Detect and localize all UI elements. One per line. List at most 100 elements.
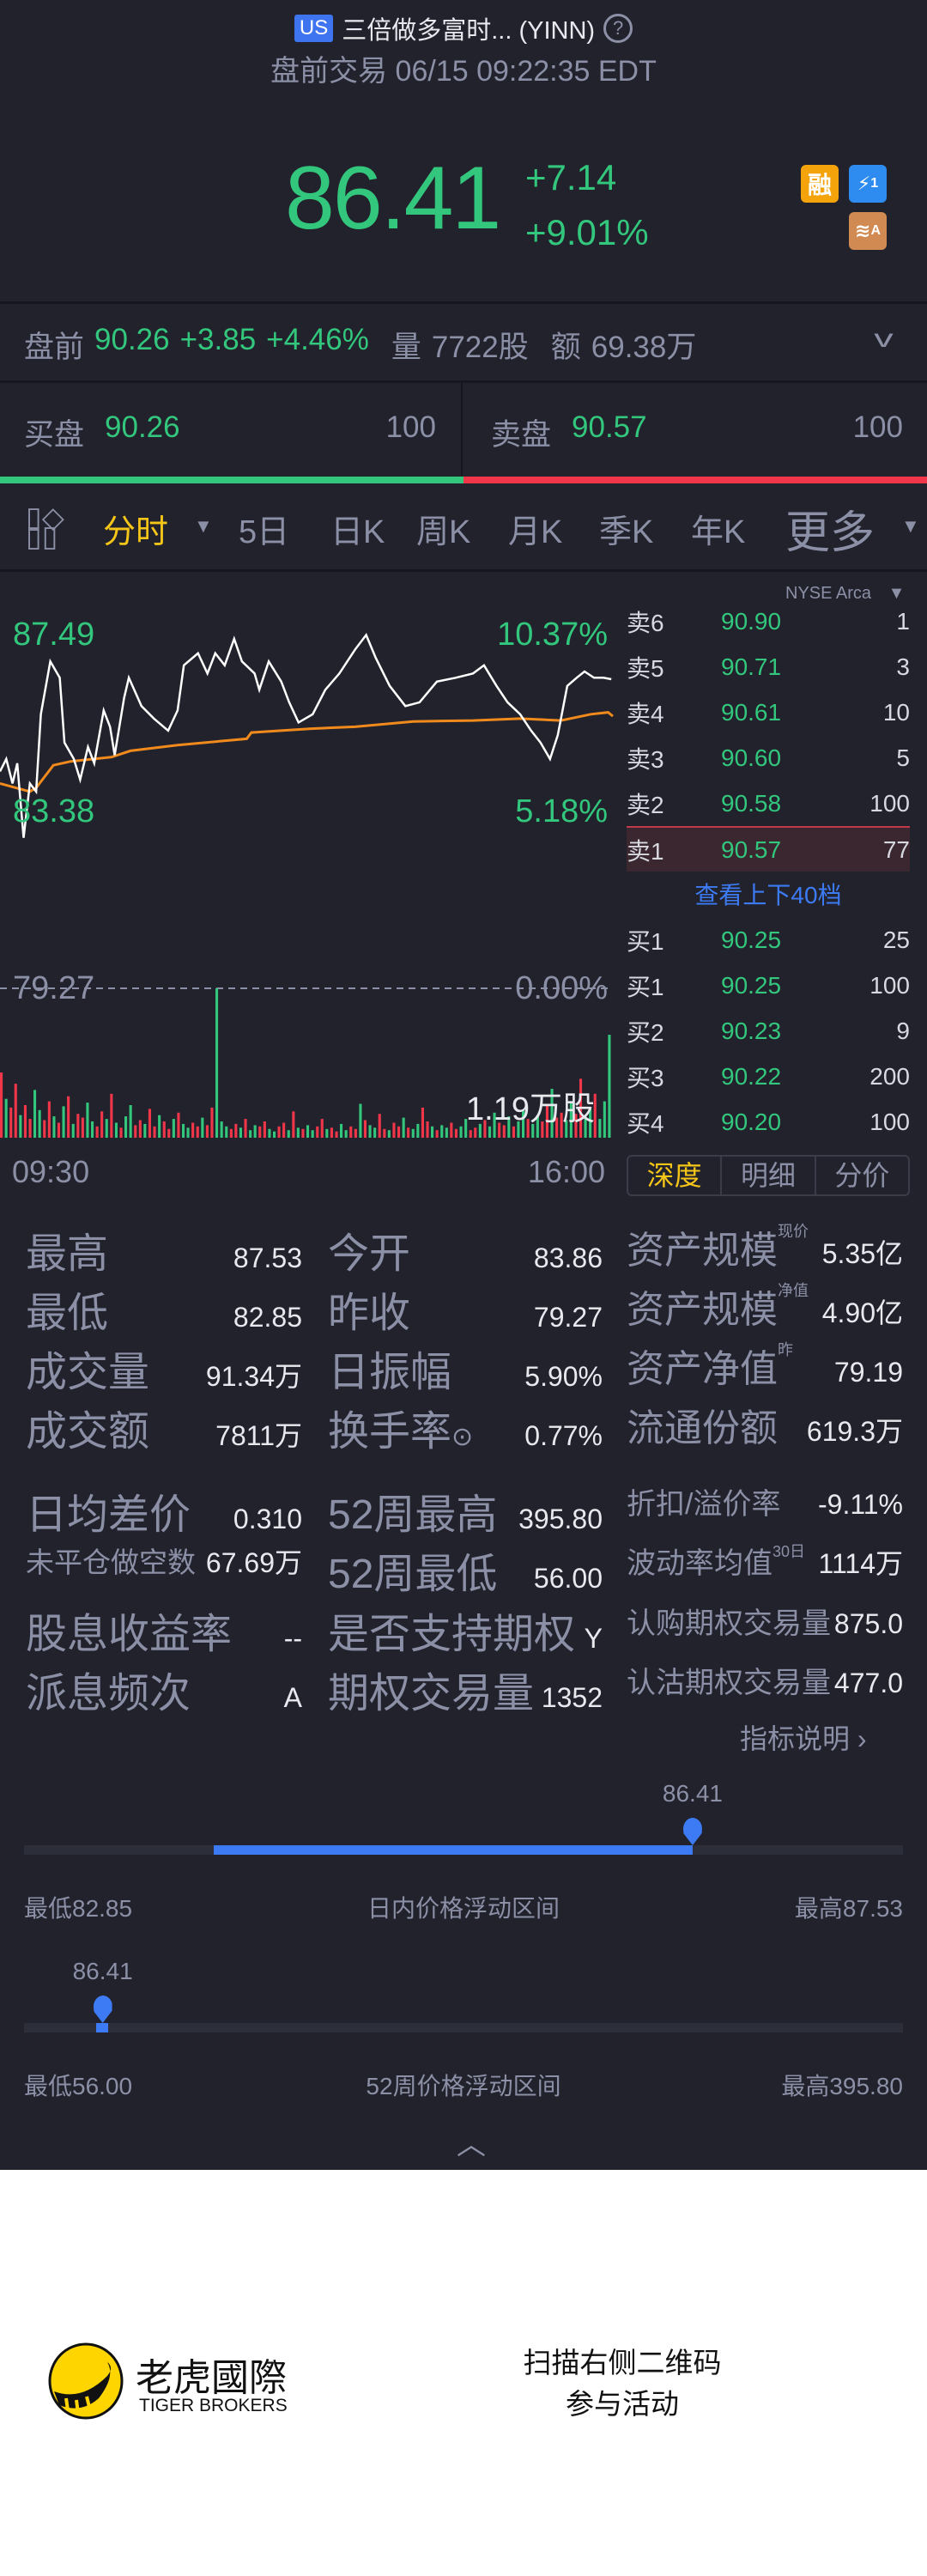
- level-size: 1: [896, 607, 910, 635]
- price-change-pct: +9.01%: [525, 212, 649, 252]
- range-current-label: 86.41: [662, 1780, 723, 1807]
- chevron-down-icon[interactable]: v: [874, 325, 894, 353]
- grid-menu-icon[interactable]: ▯◇ ▯▯: [26, 501, 64, 553]
- layers-icon[interactable]: ≋ A: [849, 212, 887, 250]
- volume-bar: [263, 1121, 266, 1138]
- ask-size: 100: [852, 410, 903, 444]
- volume-bar: [57, 1122, 60, 1138]
- stock-title[interactable]: US 三倍做多富时... (YINN) ?: [0, 10, 927, 46]
- tab-0[interactable]: 分时: [103, 514, 169, 550]
- level-price: 90.60: [721, 744, 782, 771]
- orderbook-tab-0[interactable]: 深度: [646, 1160, 702, 1191]
- volume-bar: [474, 1127, 477, 1138]
- tab-5[interactable]: 季K: [599, 514, 654, 550]
- level-price: 90.20: [721, 1108, 782, 1135]
- range-fill: [213, 1845, 693, 1855]
- volume-bar: [450, 1122, 453, 1138]
- exchange-selector[interactable]: NYSE Arca ▼: [785, 584, 905, 604]
- volume-bar: [584, 1116, 587, 1138]
- volume-bar: [359, 1103, 362, 1138]
- premarket-change-pct: +4.46%: [266, 323, 369, 356]
- volume-bar: [608, 1035, 611, 1138]
- stat-value: 67.69万: [205, 1547, 302, 1578]
- stat-label: 未平仓做空数: [26, 1540, 196, 1581]
- level-label: 卖2: [627, 791, 664, 818]
- stat-label-text: 流通份额: [627, 1407, 778, 1449]
- volume-bar: [43, 1120, 46, 1138]
- volume-bar: [354, 1128, 357, 1138]
- stat-label: 折扣/溢价率: [627, 1480, 780, 1522]
- caret-down-icon[interactable]: ▼: [194, 515, 213, 537]
- stat-label-text: 股息收益率: [26, 1612, 233, 1657]
- stat-item: 最低 82.85: [26, 1279, 302, 1339]
- indicator-explanation-link[interactable]: 指标说明 ›: [740, 1717, 867, 1757]
- premarket-row[interactable]: 盘前 90.26 +3.85 +4.46% 量 7722股 额 69.38万: [24, 323, 696, 367]
- stat-label-text: 最高: [26, 1231, 109, 1277]
- stat-value: 79.27: [533, 1302, 603, 1333]
- level-label: 买2: [627, 1018, 664, 1046]
- chevron-up-icon[interactable]: ︿: [457, 2129, 486, 2161]
- stat-value: 83.86: [533, 1242, 603, 1273]
- volume-bar: [287, 1130, 290, 1138]
- stat-label: 期权交易量: [328, 1659, 534, 1719]
- volume-bar: [335, 1131, 338, 1138]
- stat-label-text: 期权交易量: [328, 1671, 535, 1716]
- volume-bar: [469, 1130, 472, 1138]
- current-price-pin-icon: [93, 1996, 112, 2023]
- level-price: 90.57: [721, 835, 782, 863]
- intraday-chart[interactable]: [0, 571, 618, 1155]
- view-40-levels-link[interactable]: 查看上下40档: [694, 882, 842, 908]
- tab-2[interactable]: 日K: [330, 514, 385, 550]
- tab-more[interactable]: 更多: [785, 508, 876, 558]
- orderbook-tab-2[interactable]: 分价: [814, 1157, 908, 1194]
- volume-bar: [196, 1126, 199, 1138]
- level-size: 100: [869, 789, 910, 817]
- order-book[interactable]: 卖6 90.90 1 卖5 90.71 3 卖4 90.61 10 卖3 90.60 5 卖2 90.58…: [625, 605, 917, 1155]
- bid-row: 买盘 90.26 100: [24, 410, 436, 454]
- stat-item: 成交额 7811万: [26, 1397, 302, 1457]
- level-price: 90.61: [721, 698, 782, 726]
- stat-item: 是否支持期权 Y: [328, 1600, 603, 1660]
- tab-3[interactable]: 周K: [416, 514, 471, 550]
- volume-bar: [153, 1126, 156, 1138]
- stat-label-text: 认购期权交易量: [627, 1607, 831, 1640]
- volume-bar: [411, 1128, 415, 1138]
- volume-bar: [387, 1130, 391, 1138]
- ask-level-row: 卖4 90.61 10: [627, 690, 910, 735]
- stat-label-note: 现价: [778, 1223, 809, 1240]
- premarket-amount: 69.38万: [591, 331, 697, 364]
- volume-bar: [71, 1123, 75, 1138]
- qr-code: [752, 2310, 877, 2435]
- bid-label: 买盘: [24, 418, 85, 452]
- level-price: 90.20: [721, 1154, 833, 1156]
- volume-bar: [431, 1126, 434, 1138]
- ask-price: 90.57: [572, 410, 647, 444]
- stat-label-note: 净值: [778, 1282, 809, 1299]
- stat-value: 4.90亿: [821, 1297, 903, 1328]
- promo-line-1: 扫描右侧二维码: [523, 2347, 722, 2379]
- volume-bar: [363, 1120, 367, 1138]
- tab-4[interactable]: 月K: [508, 514, 563, 550]
- stat-value: 56.00: [533, 1563, 603, 1594]
- volume-bar: [416, 1123, 420, 1138]
- orderbook-tab-1[interactable]: 明细: [720, 1157, 814, 1194]
- stat-label: 认购期权交易量: [627, 1600, 831, 1642]
- tab-1[interactable]: 5日: [239, 514, 290, 550]
- caret-down-icon[interactable]: ▼: [901, 515, 920, 537]
- margin-icon[interactable]: 融: [801, 165, 839, 203]
- question-circle-icon[interactable]: ?: [603, 14, 633, 43]
- level-price: 90.23: [721, 1017, 782, 1044]
- volume-bar: [253, 1125, 257, 1138]
- tiger-logo-icon: [48, 2342, 124, 2420]
- stat-label: 波动率均值30日: [627, 1540, 805, 1582]
- level-label: 卖6: [627, 609, 664, 636]
- tab-6[interactable]: 年K: [691, 514, 746, 550]
- price-axis-bottom: 83.38: [13, 793, 95, 829]
- exchange-label: NYSE Arca: [785, 584, 872, 603]
- lightning-icon[interactable]: ⚡ 1: [849, 165, 887, 203]
- stat-value: --: [283, 1623, 302, 1654]
- info-dots-icon[interactable]: ⊙: [451, 1423, 474, 1451]
- volume-bar: [603, 1101, 606, 1138]
- caret-down-icon: ▼: [888, 584, 906, 603]
- volume-bar: [522, 1109, 525, 1138]
